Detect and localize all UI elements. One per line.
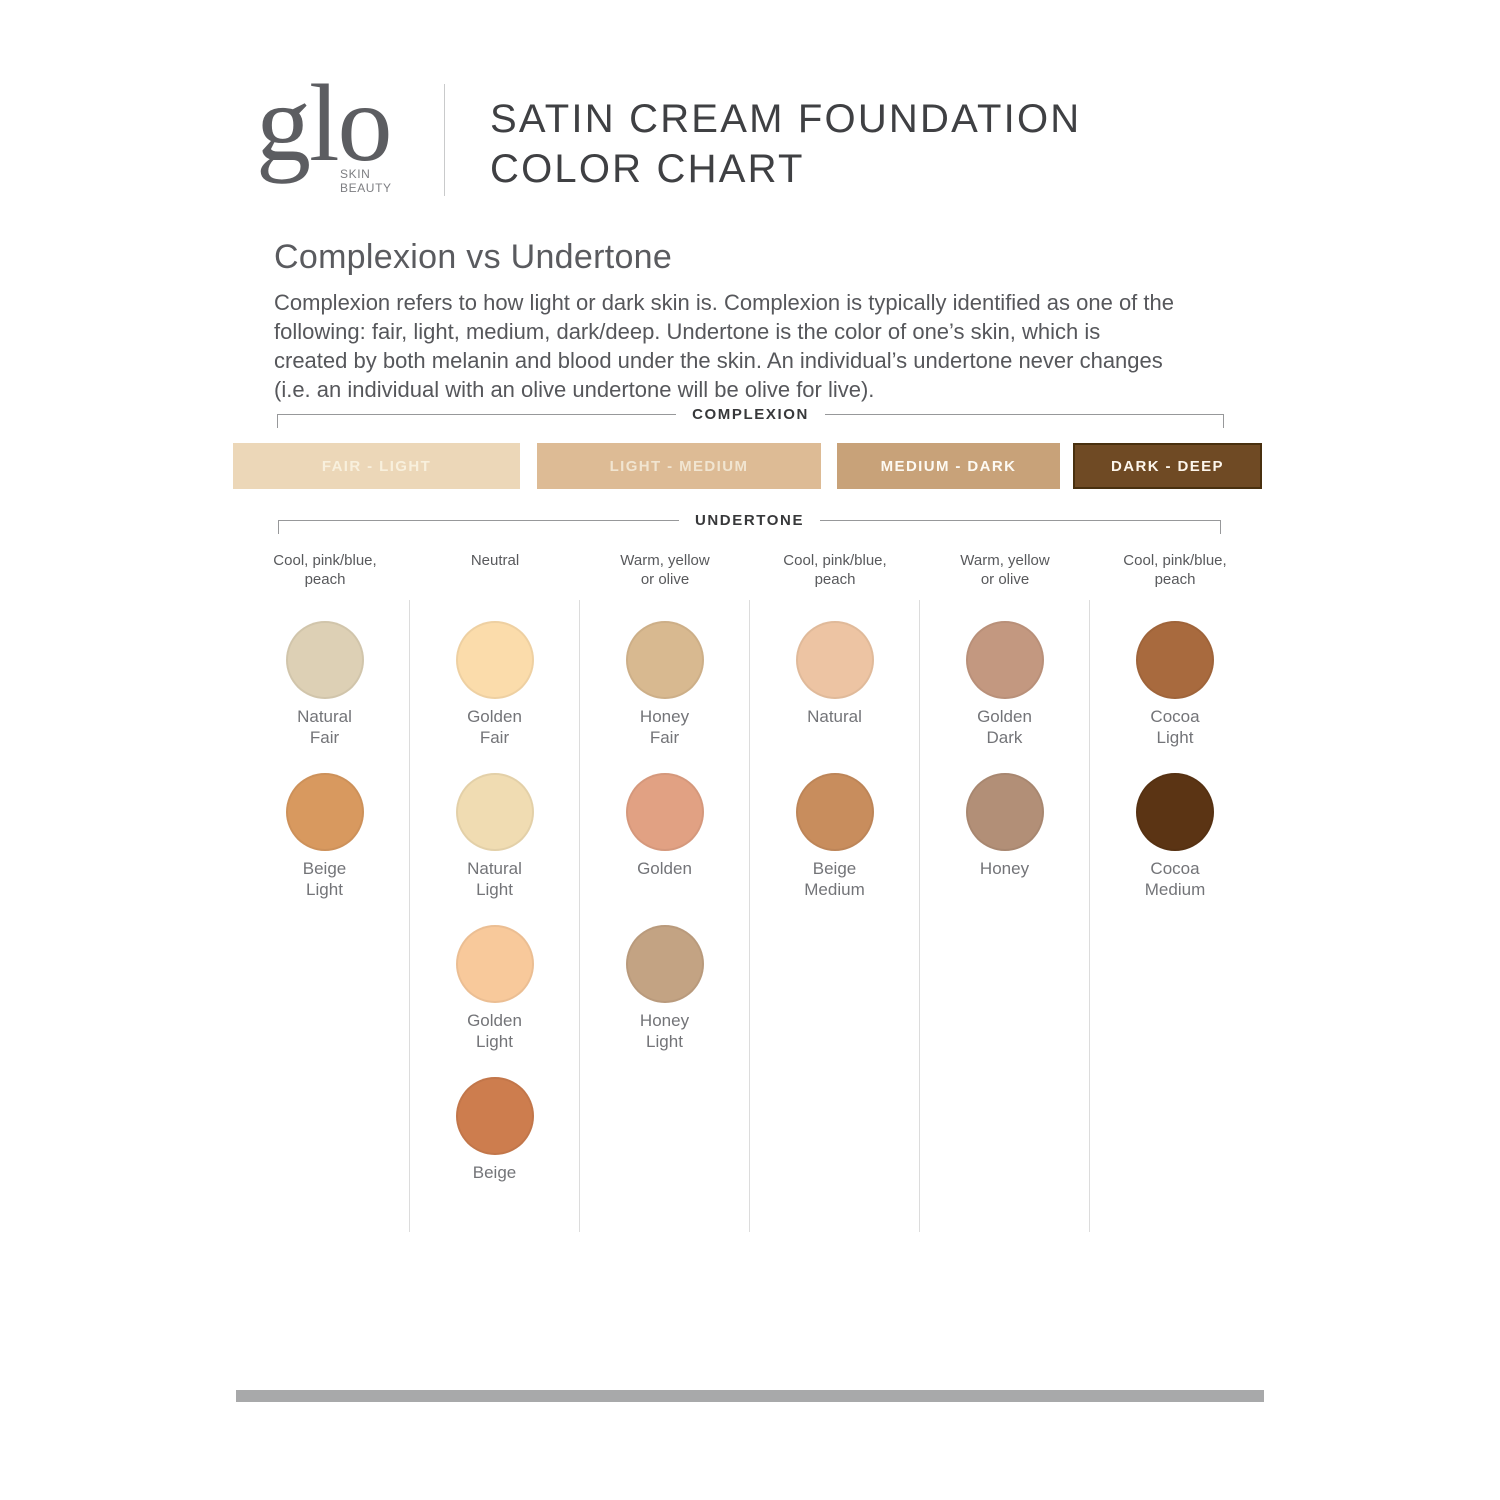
- undertone-column-2: Golden Fair Natural Light Golden Light: [410, 600, 580, 1232]
- bracket-cap-left: [278, 520, 279, 534]
- complexion-bar-light-medium: LIGHT - MEDIUM: [537, 443, 821, 489]
- tone-label-6: Cool, pink/blue, peach: [1123, 552, 1227, 588]
- bracket-line: [820, 520, 1221, 521]
- tone-label-1: Cool, pink/blue, peach: [273, 552, 377, 588]
- shade-natural-light: Natural Light: [410, 752, 579, 904]
- footer-divider-bar: [236, 1390, 1264, 1402]
- bracket-line: [824, 414, 1223, 415]
- undertone-label: UNDERTONE: [694, 512, 805, 529]
- tone-label-3: Warm, yellow or olive: [620, 552, 710, 588]
- shade-swatch: [795, 773, 874, 851]
- shade-label: Honey Light: [639, 1011, 690, 1051]
- intro-paragraph-line: (i.e. an individual with an olive undert…: [274, 377, 875, 402]
- shade-label: Natural: [807, 707, 862, 726]
- bracket-cap-right: [1220, 520, 1222, 534]
- undertone-bracket: UNDERTONE: [278, 511, 1222, 535]
- undertone-column-1: Natural Fair Beige Light: [240, 600, 410, 1232]
- shade-beige: Beige: [410, 1056, 579, 1208]
- shade-label: Honey: [979, 859, 1030, 878]
- shade-swatch: [965, 621, 1044, 699]
- shade-label: Natural Light: [467, 859, 522, 899]
- swatch-grid: Natural Fair Beige Light Golden Fair: [240, 600, 1260, 1232]
- shade-cocoa-light: Cocoa Light: [1090, 600, 1260, 752]
- shade-label: Honey Fair: [639, 707, 690, 747]
- complexion-bracket: COMPLEXION: [277, 405, 1224, 429]
- shade-swatch: [625, 925, 704, 1003]
- shade-swatch: [625, 621, 704, 699]
- undertone-column-labels: Cool, pink/blue, peach Neutral Warm, yel…: [240, 551, 1260, 589]
- header-divider: [444, 84, 445, 196]
- tone-label-2: Neutral: [470, 552, 520, 569]
- shade-swatch: [455, 621, 534, 699]
- shade-swatch: [1136, 621, 1214, 699]
- logo-subtext-line1: SKIN: [340, 167, 371, 181]
- complexion-bar-fair-light: FAIR - LIGHT: [233, 443, 520, 489]
- shade-beige-light: Beige Light: [240, 752, 409, 904]
- bar-label: MEDIUM - DARK: [880, 457, 1017, 475]
- shade-label: Beige Light: [302, 859, 347, 899]
- shade-swatch: [1136, 773, 1214, 851]
- undertone-column-3: Honey Fair Golden Honey Light: [580, 600, 750, 1232]
- shade-label: Natural Fair: [297, 707, 352, 747]
- page-title-line2: COLOR CHART: [490, 147, 805, 191]
- shade-label: Beige Medium: [804, 859, 865, 899]
- undertone-column-4: Natural Beige Medium: [750, 600, 920, 1232]
- complexion-bar-medium-dark: MEDIUM - DARK: [837, 443, 1060, 489]
- bracket-cap-right: [1223, 414, 1224, 428]
- glo-logo: glo: [256, 62, 393, 184]
- tone-label-5: Warm, yellow or olive: [960, 552, 1050, 588]
- intro-paragraph: Complexion refers to how light or dark s…: [274, 288, 1174, 404]
- undertone-column-6: Cocoa Light Cocoa Medium: [1090, 600, 1260, 1232]
- shade-label: Beige: [472, 1163, 517, 1182]
- shade-golden: Golden: [580, 752, 749, 904]
- shade-honey-light: Honey Light: [580, 904, 749, 1056]
- shade-golden-light: Golden Light: [410, 904, 579, 1056]
- logo-subtext-line2: BEAUTY: [340, 181, 392, 195]
- tone-label-4: Cool, pink/blue, peach: [783, 552, 887, 588]
- shade-swatch: [795, 621, 874, 699]
- intro-paragraph-line: created by both melanin and blood under …: [274, 348, 1163, 373]
- shade-swatch: [965, 773, 1044, 851]
- bracket-cap-left: [277, 414, 278, 428]
- shade-natural: Natural: [750, 600, 919, 752]
- bar-label: FAIR - LIGHT: [321, 457, 432, 475]
- shade-swatch: [455, 773, 534, 851]
- shade-label: Cocoa Medium: [1144, 859, 1206, 899]
- logo-subtext: SKIN BEAUTY: [340, 167, 392, 195]
- bracket-line: [278, 414, 677, 415]
- shade-natural-fair: Natural Fair: [240, 600, 409, 752]
- shade-golden-dark: Golden Dark: [920, 600, 1089, 752]
- shade-swatch: [455, 925, 534, 1003]
- shade-swatch: [285, 773, 364, 851]
- shade-label: Golden Dark: [977, 707, 1032, 747]
- shade-label: Golden Light: [467, 1011, 522, 1051]
- bracket-line: [279, 520, 679, 521]
- complexion-label: COMPLEXION: [692, 406, 809, 423]
- shade-label: Golden Fair: [467, 707, 522, 747]
- shade-honey-fair: Honey Fair: [580, 600, 749, 752]
- intro-paragraph-line: following: fair, light, medium, dark/dee…: [274, 319, 1101, 344]
- shade-swatch: [285, 621, 364, 699]
- undertone-column-5: Golden Dark Honey: [920, 600, 1090, 1232]
- shade-label: Golden: [637, 859, 692, 878]
- shade-beige-medium: Beige Medium: [750, 752, 919, 904]
- shade-golden-fair: Golden Fair: [410, 600, 579, 752]
- page-title: SATIN CREAM FOUNDATION COLOR CHART: [490, 94, 1081, 194]
- bar-label: LIGHT - MEDIUM: [609, 457, 749, 475]
- bar-label: DARK - DEEP: [1111, 457, 1224, 475]
- intro-paragraph-line: Complexion refers to how light or dark s…: [274, 290, 1174, 315]
- shade-cocoa-medium: Cocoa Medium: [1090, 752, 1260, 904]
- complexion-bar-dark-deep: DARK - DEEP: [1073, 443, 1262, 489]
- shade-swatch: [625, 773, 704, 851]
- shade-swatch: [455, 1077, 534, 1155]
- page-title-line1: SATIN CREAM FOUNDATION: [490, 97, 1082, 141]
- shade-honey: Honey: [920, 752, 1089, 904]
- section-heading: Complexion vs Undertone: [274, 238, 673, 276]
- shade-label: Cocoa Light: [1150, 707, 1200, 747]
